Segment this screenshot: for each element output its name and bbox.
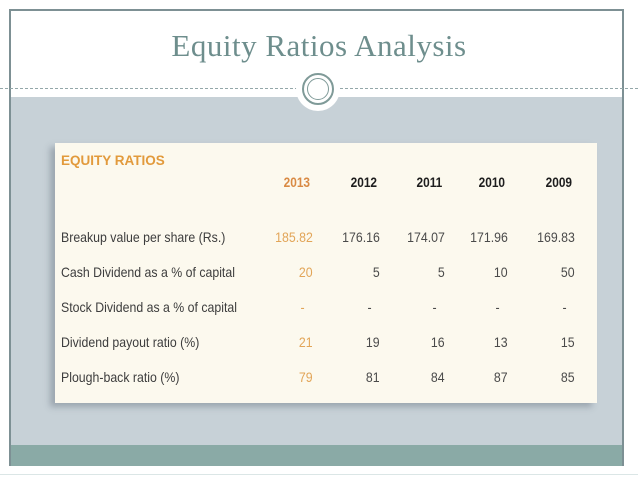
row-label: Breakup value per share (Rs.) xyxy=(61,228,226,245)
table-cell: 85 xyxy=(561,368,575,385)
table-cell: 84 xyxy=(431,368,445,385)
circle-ornament-inner-ring xyxy=(307,78,329,100)
row-label: Stock Dividend as a % of capital xyxy=(61,298,237,315)
table-cell: 185.82 xyxy=(275,228,313,245)
table-cell: 10 xyxy=(494,263,508,280)
table-cell: - xyxy=(562,298,567,315)
table-cell: 174.07 xyxy=(407,228,445,245)
table-cell: - xyxy=(300,298,305,315)
table-cell: 5 xyxy=(373,263,380,280)
table-image: EQUITY RATIOS 2013 2012 2011 2010 2009 B… xyxy=(55,143,597,403)
row-label: Dividend payout ratio (%) xyxy=(61,333,200,350)
table-title: EQUITY RATIOS xyxy=(61,153,165,168)
table-cell: 169.83 xyxy=(537,228,575,245)
table-cell: 171.96 xyxy=(470,228,508,245)
slide-frame xyxy=(9,9,624,466)
page-divider-line xyxy=(0,474,638,475)
row-label: Cash Dividend as a % of capital xyxy=(61,263,235,280)
slide-footer-band xyxy=(11,445,624,466)
column-header-2012: 2012 xyxy=(350,174,377,190)
slide-title: Equity Ratios Analysis xyxy=(171,28,467,63)
table-cell: 5 xyxy=(438,263,445,280)
table-cell: 79 xyxy=(299,368,313,385)
column-header-2010: 2010 xyxy=(478,174,505,190)
row-label: Plough-back ratio (%) xyxy=(61,368,180,385)
table-cell: - xyxy=(495,298,500,315)
equity-table: Breakup value per share (Rs.) 185.82 176… xyxy=(61,219,575,394)
table-cell: 176.16 xyxy=(342,228,380,245)
table-cell: 13 xyxy=(494,333,508,350)
column-header-2011: 2011 xyxy=(416,174,442,190)
table-cell: - xyxy=(432,298,437,315)
table-cell: 16 xyxy=(431,333,445,350)
table-cell: - xyxy=(367,298,372,315)
table-cell: 20 xyxy=(299,263,313,280)
table-header-row: 2013 2012 2011 2010 2009 xyxy=(61,169,575,195)
table-cell: 15 xyxy=(561,333,575,350)
column-header-2009: 2009 xyxy=(545,174,572,190)
table-corner-cell xyxy=(61,169,260,195)
table-cell: 21 xyxy=(299,333,313,350)
table-cell: 81 xyxy=(366,368,380,385)
table-cell: 87 xyxy=(494,368,508,385)
column-header-2013: 2013 xyxy=(283,174,310,190)
table-cell: 50 xyxy=(561,263,575,280)
table-cell: 19 xyxy=(366,333,380,350)
